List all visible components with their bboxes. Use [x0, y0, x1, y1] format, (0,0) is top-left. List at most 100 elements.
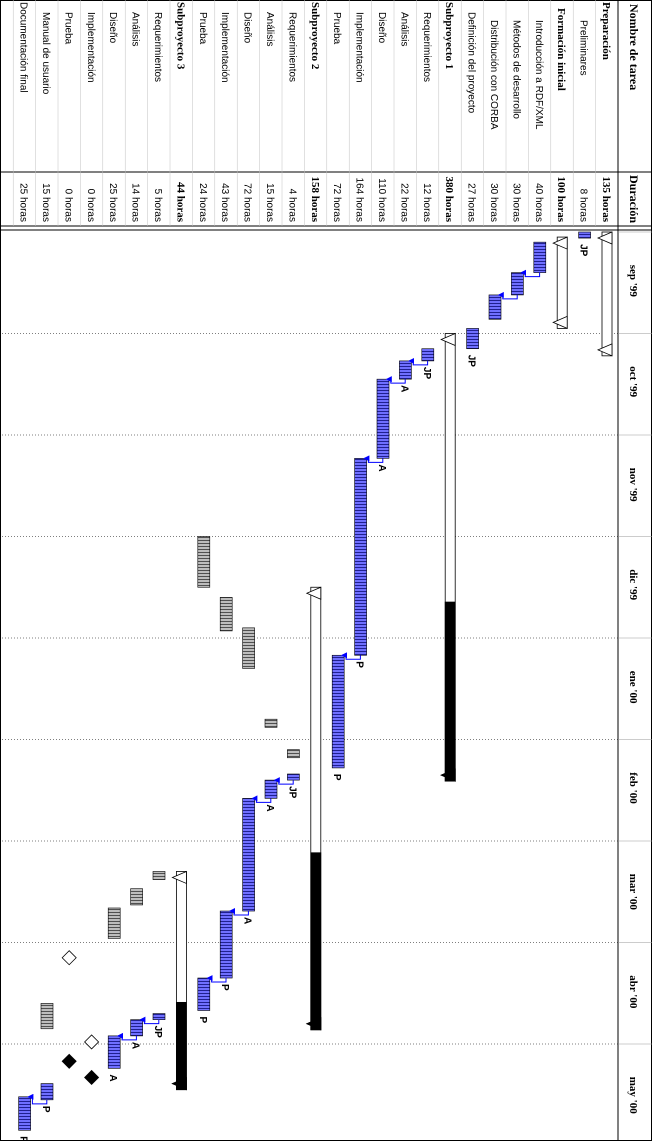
summary-cap-start: [552, 236, 568, 250]
task-bar: [578, 231, 591, 239]
task-bar: [40, 1083, 54, 1101]
task-bar: [152, 1013, 166, 1020]
header-task-name: Nombre de tarea: [627, 4, 641, 90]
task-name: Análisis: [398, 12, 409, 46]
resource-label: JP: [421, 367, 432, 380]
task-name: Prueba: [62, 12, 73, 45]
dependency-link: [27, 1093, 48, 1105]
task-bar: [466, 328, 479, 350]
task-name: Preliminares: [578, 20, 589, 76]
summary-cap-end: [596, 343, 613, 357]
month-label: may '00: [627, 1077, 639, 1114]
month-label: abr '00: [627, 975, 639, 1009]
task-name: Subproyecto 2: [309, 2, 321, 70]
task-duration: 14 horas: [130, 183, 141, 222]
task-duration: 0 horas: [85, 189, 96, 222]
resource-label: JP: [466, 355, 477, 368]
task-name: Análisis: [264, 12, 275, 46]
baseline-bar: [130, 888, 143, 906]
resource-label: JP: [152, 1026, 163, 1039]
task-duration: 158 horas: [309, 176, 321, 222]
summary-bar: [601, 231, 613, 357]
task-duration: 72 horas: [331, 183, 342, 222]
month-label: mar '00: [627, 874, 639, 911]
resource-label: A: [107, 1074, 118, 1081]
resource-label: A: [264, 804, 275, 811]
task-bar: [219, 910, 233, 979]
task-bar: [130, 1019, 143, 1037]
resource-label: P: [331, 774, 342, 781]
task-bar: [242, 798, 255, 912]
dependency-link: [229, 908, 249, 916]
task-bar: [399, 360, 412, 380]
month-label: dic '99: [627, 569, 639, 600]
summary-cap-start: [596, 231, 613, 245]
baseline-bar: [197, 536, 211, 588]
task-duration: 30 horas: [488, 183, 499, 222]
task-name: Subproyecto 1: [443, 2, 455, 69]
task-name: Prueba: [331, 12, 342, 45]
dependency-link: [251, 795, 272, 803]
baseline-bar: [242, 627, 255, 669]
baseline-bar: [40, 1003, 54, 1030]
resource-label: A: [398, 385, 409, 392]
task-duration: 12 horas: [421, 183, 432, 222]
summary-cap-start: [440, 332, 456, 347]
task-duration: 43 horas: [219, 183, 230, 222]
resource-label: P: [197, 1017, 208, 1024]
task-name: Diseño: [242, 12, 253, 44]
dependency-link: [341, 652, 361, 660]
dependency-link: [497, 291, 518, 300]
milestone-diamond: [61, 1053, 77, 1069]
task-duration: 380 horas: [443, 176, 455, 222]
task-name: Subproyecto 3: [174, 2, 186, 70]
baseline-bar: [264, 718, 278, 728]
resource-label: P: [219, 984, 230, 991]
summary-progress: [310, 852, 322, 1031]
baseline-bar: [107, 907, 121, 939]
task-name: Definición del proyecto: [466, 12, 477, 114]
header-duration: Duración: [627, 175, 641, 223]
task-name: Prueba: [197, 12, 208, 45]
task-duration: 15 horas: [40, 183, 51, 222]
task-name: Requerimientos: [152, 12, 163, 82]
month-label: nov '99: [627, 468, 639, 502]
task-duration: 8 horas: [578, 189, 589, 222]
resource-label: P: [18, 1136, 29, 1141]
month-label: sep '99: [627, 265, 639, 298]
task-name: Manual de usuario: [40, 12, 51, 95]
summary-bar: [556, 236, 568, 329]
summary-cap-start: [171, 870, 187, 885]
summary-progress: [175, 1001, 187, 1091]
task-bar: [107, 1035, 121, 1069]
task-name: Requerimientos: [286, 12, 297, 82]
task-duration: 24 horas: [197, 183, 208, 222]
summary-cap-end: [552, 315, 568, 330]
summary-cap-end-dark: [171, 1077, 187, 1091]
summary-cap-start: [305, 586, 322, 600]
resource-label: JP: [578, 244, 589, 257]
task-name: Preparación: [600, 2, 612, 60]
dependency-link: [117, 1032, 137, 1041]
task-duration: 72 horas: [242, 183, 253, 222]
task-bar: [18, 1096, 31, 1131]
task-name: Diseño: [107, 12, 118, 44]
task-bar: [331, 654, 345, 769]
dependency-link: [363, 455, 384, 463]
baseline-milestone: [61, 950, 77, 966]
task-duration: 135 horas: [600, 176, 612, 222]
resource-label: A: [376, 464, 387, 471]
month-label: feb '00: [627, 772, 639, 804]
task-duration: 25 horas: [18, 183, 29, 222]
dependency-link: [520, 269, 541, 278]
task-bar: [421, 348, 435, 362]
resource-label: JP: [286, 786, 297, 799]
dependency-link: [273, 777, 294, 785]
task-name: Requerimientos: [421, 12, 432, 82]
task-name: Métodos de desarrollo: [510, 20, 521, 119]
links-layer: [27, 269, 541, 1105]
resource-label: P: [40, 1106, 51, 1113]
